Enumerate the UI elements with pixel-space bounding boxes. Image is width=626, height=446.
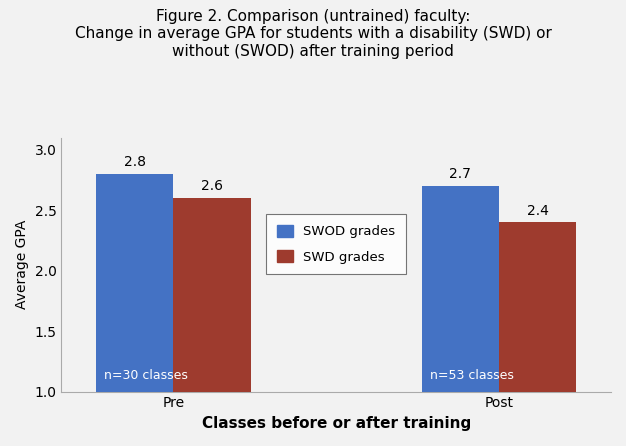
Text: 2.6: 2.6	[201, 179, 223, 194]
Text: 2.7: 2.7	[449, 167, 471, 181]
Text: n=30 classes: n=30 classes	[104, 369, 188, 382]
Bar	[499, 223, 577, 446]
Legend: SWOD grades, SWD grades: SWOD grades, SWD grades	[267, 215, 406, 274]
Text: 2.8: 2.8	[124, 155, 146, 169]
X-axis label: Classes before or after training: Classes before or after training	[202, 416, 471, 431]
Text: Figure 2. Comparison (untrained) faculty:
Change in average GPA for students wit: Figure 2. Comparison (untrained) faculty…	[74, 9, 552, 59]
Y-axis label: Average GPA: Average GPA	[15, 220, 29, 310]
Bar	[422, 186, 499, 446]
Bar	[173, 198, 251, 446]
Text: 2.4: 2.4	[527, 203, 548, 218]
Bar	[96, 174, 173, 446]
Text: n=53 classes: n=53 classes	[430, 369, 514, 382]
